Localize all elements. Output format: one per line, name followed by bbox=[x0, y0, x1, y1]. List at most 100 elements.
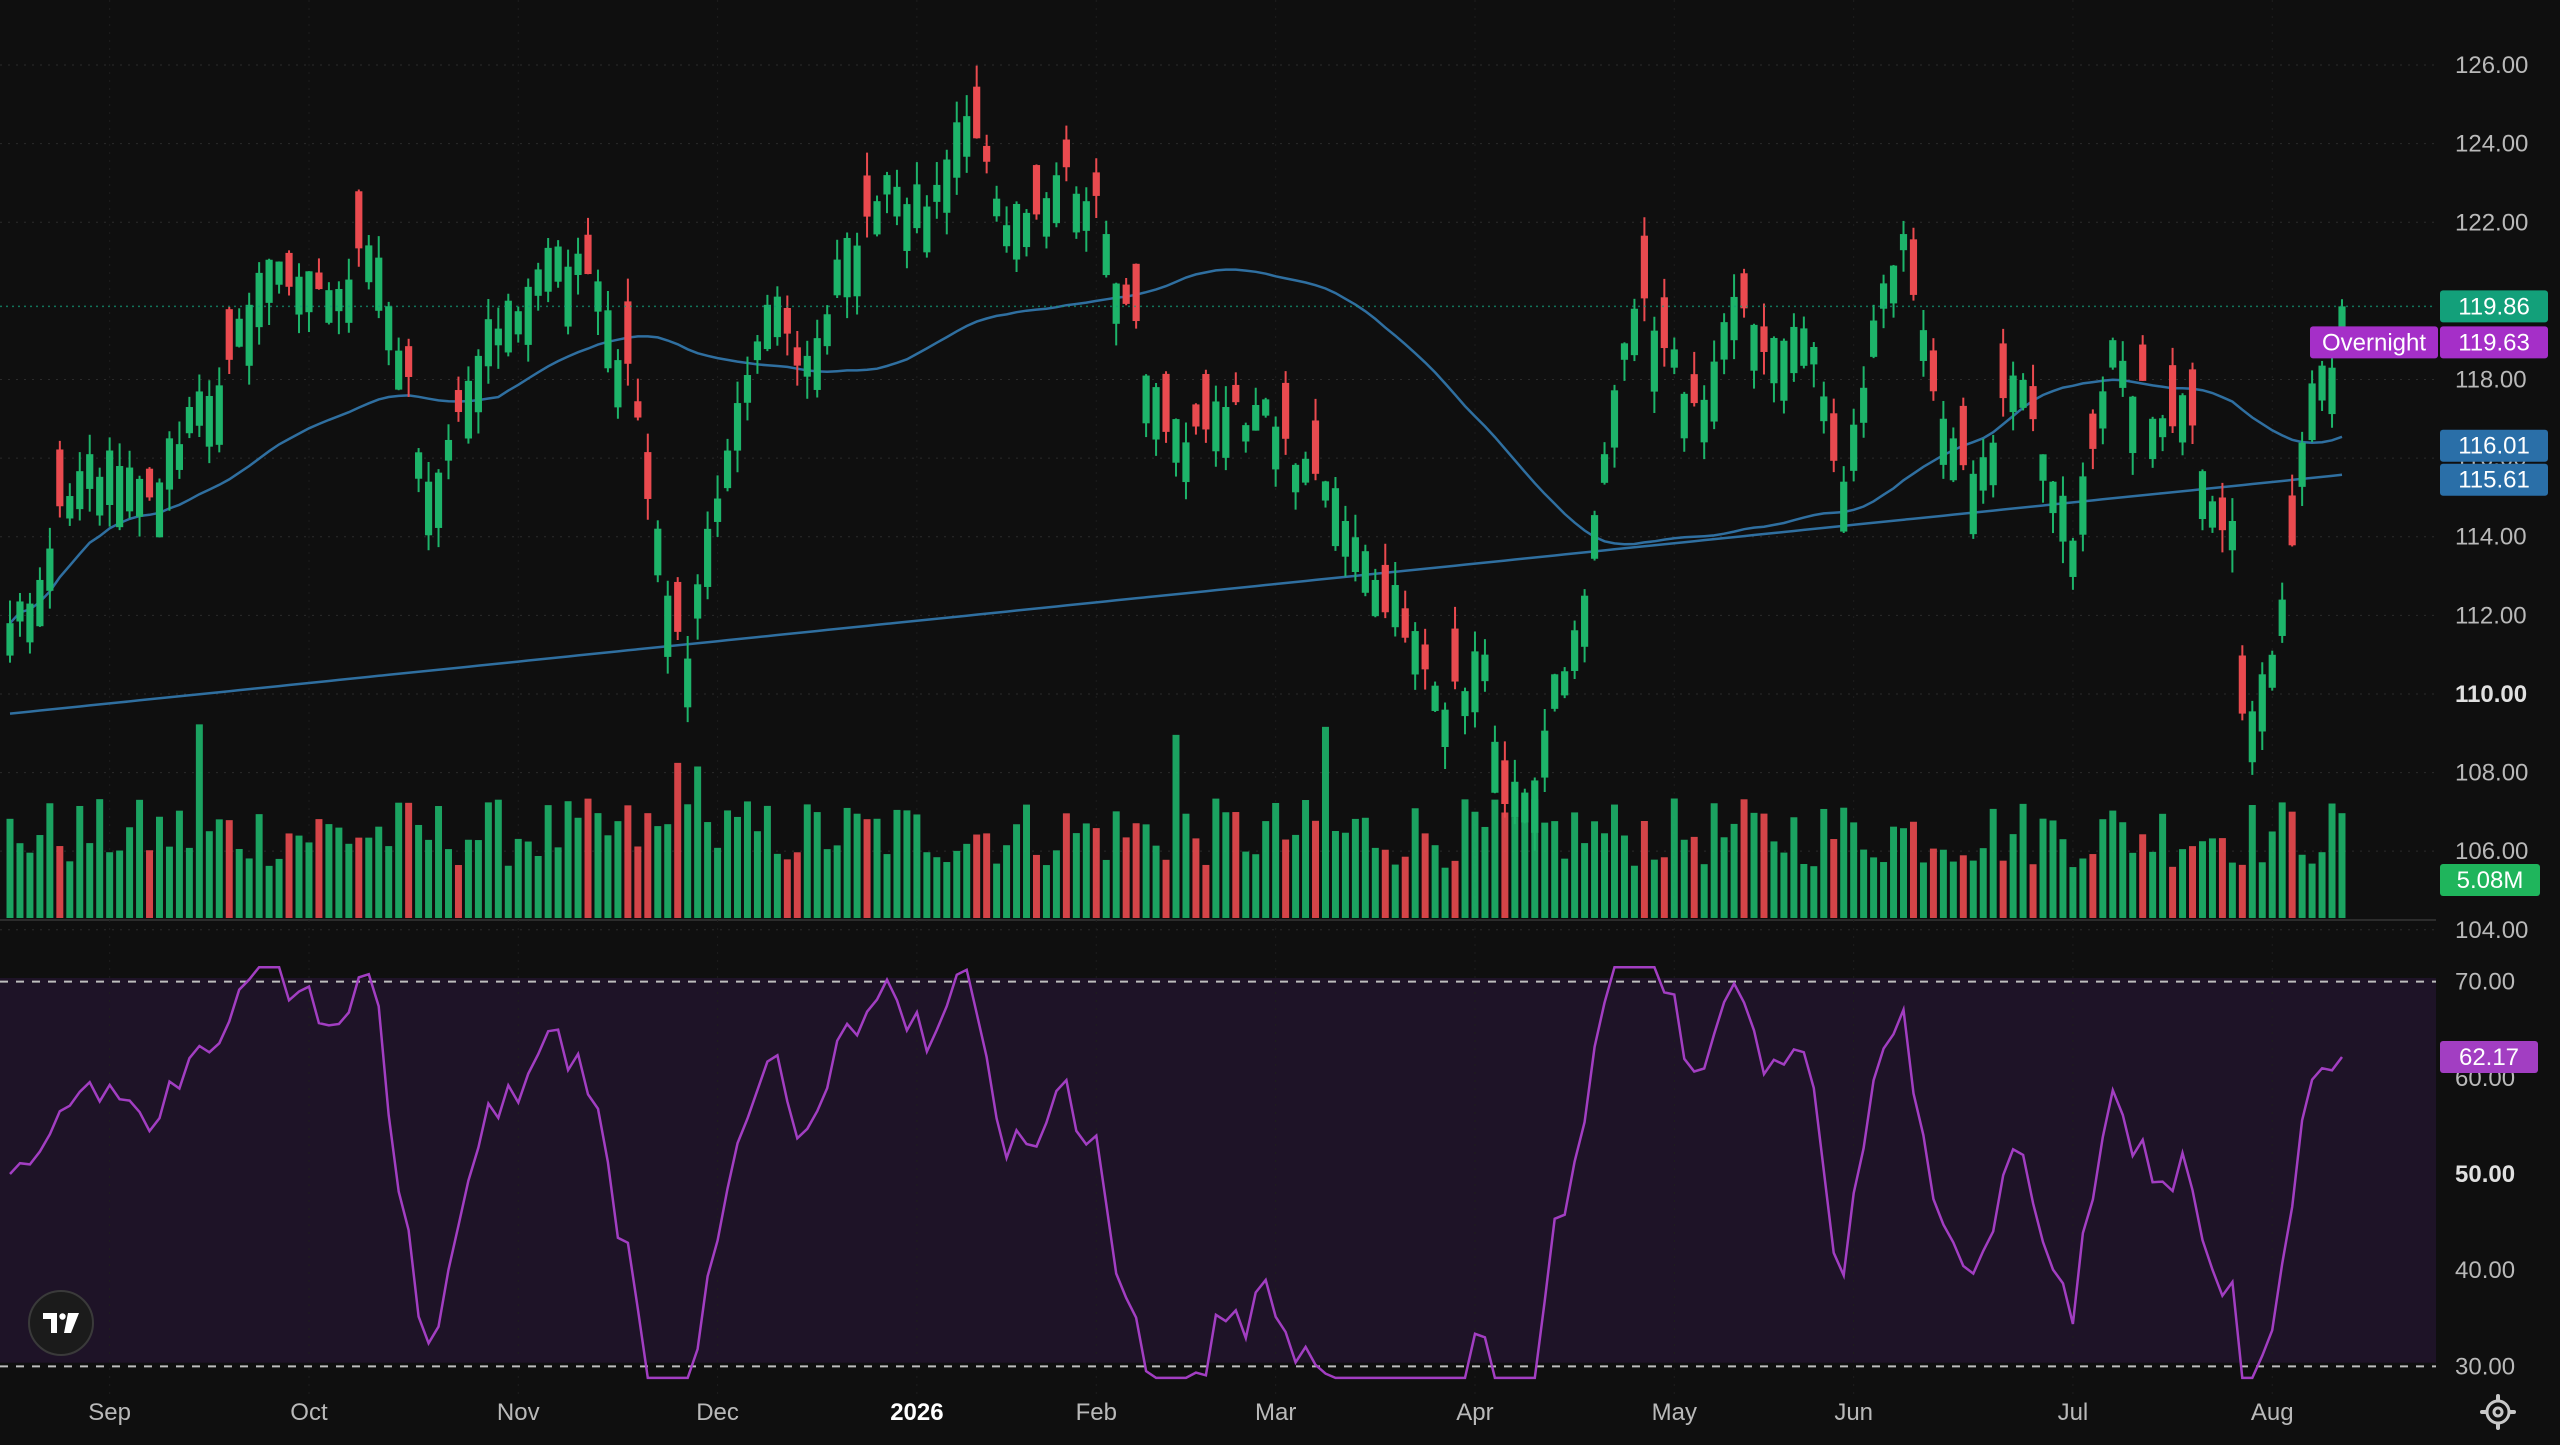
candle-body bbox=[36, 579, 44, 627]
candle-body bbox=[26, 603, 34, 643]
volume-bar bbox=[2328, 803, 2336, 918]
candle-body bbox=[2099, 391, 2107, 429]
candle-body bbox=[993, 198, 1001, 217]
candle-body bbox=[664, 595, 672, 657]
volume-bar bbox=[1431, 845, 1439, 918]
volume-bar bbox=[1660, 857, 1668, 918]
candle-body bbox=[1860, 387, 1868, 423]
volume-bar bbox=[2308, 863, 2316, 918]
volume-bar bbox=[2029, 864, 2037, 918]
overnight-price-tag-bg bbox=[2440, 326, 2548, 359]
volume-bar bbox=[973, 834, 981, 918]
candle-body bbox=[375, 257, 383, 311]
candle-body bbox=[1112, 283, 1120, 324]
candle-body bbox=[953, 122, 961, 178]
volume-bar bbox=[435, 806, 443, 918]
candle-body bbox=[1032, 165, 1041, 215]
candle-body bbox=[215, 385, 223, 445]
candle-body bbox=[1610, 390, 1619, 448]
volume-bar bbox=[564, 801, 572, 918]
tradingview-logo-icon[interactable] bbox=[28, 1290, 94, 1356]
candle-body bbox=[2079, 476, 2087, 535]
rsi-axis-tick: 40.00 bbox=[2455, 1257, 2515, 1284]
candle-body bbox=[464, 380, 473, 439]
candle-body bbox=[66, 496, 74, 519]
candle-body bbox=[335, 289, 343, 312]
volume-bar bbox=[773, 853, 781, 918]
candle-body bbox=[195, 391, 203, 426]
candle-body bbox=[1551, 674, 1559, 709]
sma-50-tag: 116.01 bbox=[2440, 429, 2548, 462]
candle-body bbox=[1162, 373, 1170, 432]
volume-bar bbox=[684, 804, 692, 918]
candle-body bbox=[694, 584, 702, 619]
volume-bar bbox=[494, 799, 502, 918]
candle-body bbox=[1810, 346, 1818, 365]
candle-body bbox=[2039, 454, 2047, 481]
price-axis-tick: 110.00 bbox=[2455, 681, 2527, 708]
candle-body bbox=[873, 201, 881, 235]
overnight-price-tag-text: 119.63 bbox=[2458, 329, 2530, 356]
volume-bar bbox=[1909, 821, 1917, 918]
volume-bar bbox=[425, 839, 433, 918]
candle-body bbox=[1052, 175, 1060, 224]
candle-body bbox=[1790, 326, 1798, 374]
candle-body bbox=[1232, 384, 1240, 403]
last-price-tag: 119.86 bbox=[2440, 290, 2548, 323]
volume-tag-bg bbox=[2440, 864, 2540, 896]
candle-body bbox=[46, 548, 54, 591]
volume-bar bbox=[2228, 862, 2236, 918]
time-axis-tick: May bbox=[1652, 1399, 1697, 1426]
gear-icon[interactable] bbox=[2478, 1392, 2518, 1432]
volume-bar bbox=[903, 810, 911, 918]
candle-body bbox=[1999, 343, 2007, 399]
candle-body bbox=[355, 191, 363, 249]
volume-bar bbox=[634, 846, 642, 918]
price-axis-tick: 126.00 bbox=[2455, 52, 2528, 79]
tradingview-logo-glyph bbox=[43, 1313, 79, 1333]
volume-bar bbox=[464, 839, 472, 918]
volume-bar bbox=[474, 840, 482, 918]
volume-bar bbox=[1680, 839, 1688, 918]
volume-bar bbox=[2169, 866, 2177, 918]
volume-bar bbox=[2119, 822, 2127, 918]
candle-body bbox=[126, 467, 134, 512]
volume-bar bbox=[1929, 848, 1937, 918]
volume-bar bbox=[2218, 838, 2226, 918]
volume-bar bbox=[6, 818, 14, 918]
candle-body bbox=[574, 253, 582, 276]
volume-bar bbox=[385, 846, 393, 918]
candle-body bbox=[813, 338, 821, 390]
candle-body bbox=[1660, 297, 1668, 349]
time-axis-tick: Aug bbox=[2251, 1399, 2294, 1426]
volume-bar bbox=[793, 852, 801, 918]
candle-body bbox=[1840, 481, 1848, 532]
volume-bar bbox=[1132, 823, 1140, 918]
volume-bar bbox=[1611, 804, 1618, 918]
candle-body bbox=[106, 450, 114, 505]
volume-bar bbox=[604, 835, 612, 918]
volume-bar bbox=[1162, 859, 1170, 918]
candle-body bbox=[365, 245, 373, 283]
candle-body bbox=[255, 272, 263, 328]
volume-bar bbox=[1640, 821, 1648, 918]
volume-bar bbox=[215, 819, 223, 918]
volume-bar bbox=[76, 805, 84, 918]
candle-body bbox=[713, 498, 722, 522]
volume-bar bbox=[2189, 846, 2197, 918]
candle-body bbox=[6, 623, 14, 656]
candle-body bbox=[16, 601, 24, 622]
candle-body bbox=[2139, 344, 2147, 381]
volume-bar bbox=[933, 857, 941, 918]
candle-body bbox=[644, 452, 652, 499]
candle-body bbox=[1122, 284, 1130, 304]
candle-body bbox=[943, 159, 951, 213]
candle-body bbox=[1282, 382, 1290, 439]
volume-bar bbox=[1870, 857, 1878, 918]
candle-body bbox=[2278, 599, 2286, 636]
candle-body bbox=[325, 290, 333, 323]
candle-body bbox=[1421, 644, 1429, 670]
volume-bar bbox=[1630, 865, 1638, 918]
